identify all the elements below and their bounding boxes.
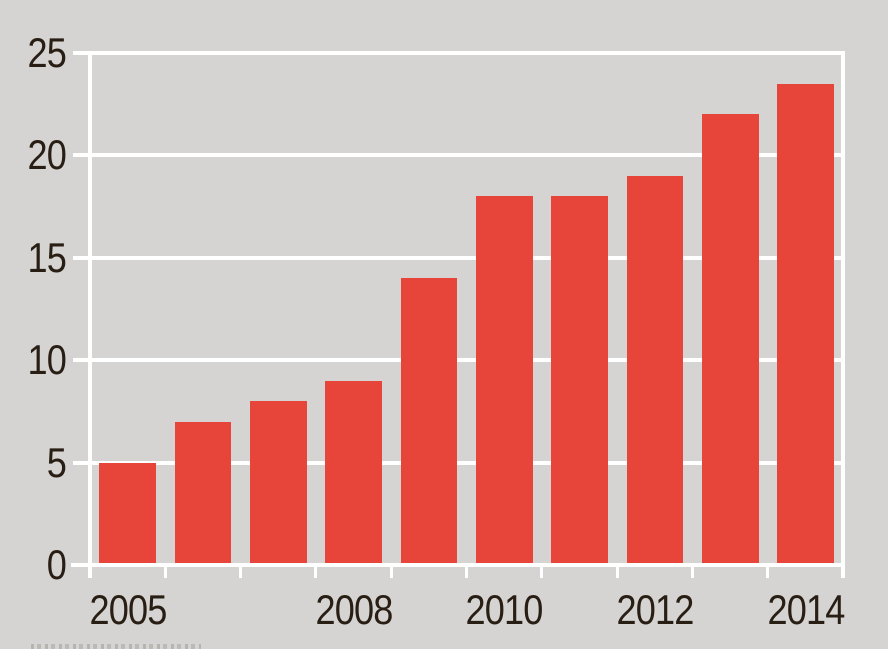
x-axis-tick: [615, 565, 619, 578]
right-border-line: [841, 51, 846, 578]
x-axis-tick: [691, 565, 695, 578]
y-gridline: [73, 460, 845, 465]
x-axis-tick: [465, 565, 469, 578]
y-axis-line: [88, 51, 92, 578]
x-axis-tick-label: 2010: [465, 586, 544, 633]
bar-2007: [250, 401, 307, 566]
bar-2013: [702, 114, 759, 566]
x-axis-tick-label: 2014: [767, 586, 845, 633]
y-axis-tick-label: 20: [27, 131, 67, 179]
x-axis-tick-label: 2008: [315, 586, 393, 633]
bar-2010: [476, 196, 533, 566]
y-axis-tick-label: 25: [27, 29, 67, 76]
x-axis-tick: [163, 565, 167, 578]
x-axis-tick: [88, 565, 92, 578]
y-axis-tick-label: 5: [46, 438, 67, 486]
x-axis-tick: [389, 565, 393, 578]
x-axis-tick-label: 2005: [89, 586, 167, 633]
y-gridline: [73, 255, 845, 260]
bar-2011: [551, 196, 608, 566]
bar-2005: [99, 462, 156, 566]
bar-2012: [626, 175, 684, 566]
x-axis-line: [71, 563, 845, 567]
cutoff-text-sliver: [31, 644, 201, 649]
y-axis-tick-label: 10: [27, 336, 67, 384]
x-axis-tick: [314, 565, 318, 578]
bar-2014: [777, 83, 834, 566]
y-gridline: [73, 51, 845, 55]
y-gridline: [73, 358, 845, 363]
x-axis-tick: [540, 565, 544, 578]
bar-2006: [174, 421, 232, 566]
bar-2009: [400, 278, 458, 566]
x-axis-tick: [766, 565, 770, 578]
y-gridline: [73, 153, 845, 158]
x-axis-tick: [239, 565, 243, 578]
x-axis-tick-label: 2012: [616, 586, 695, 633]
x-axis-tick: [841, 565, 845, 578]
bar-2008: [325, 380, 382, 566]
y-axis-tick-label: 15: [27, 233, 67, 281]
y-axis-tick-label: 0: [46, 541, 67, 588]
